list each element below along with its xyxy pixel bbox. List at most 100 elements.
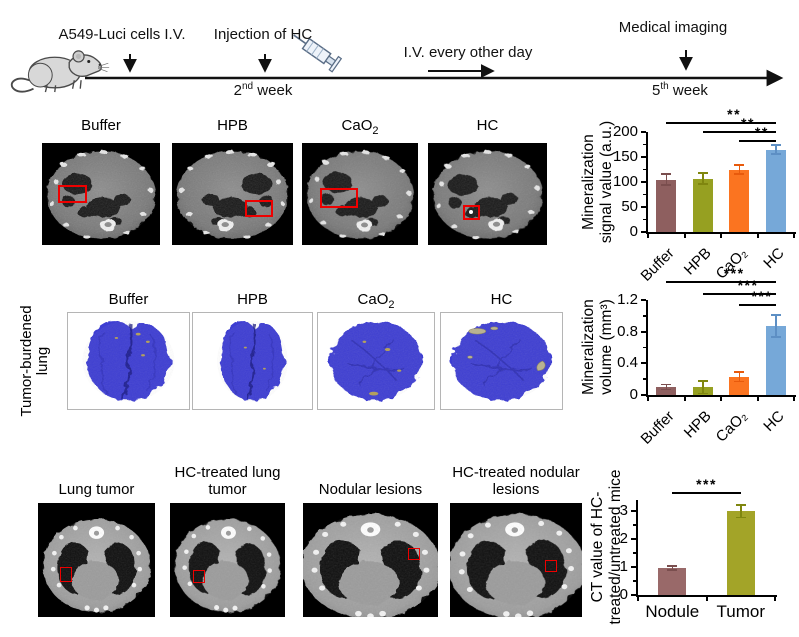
y-axis-line xyxy=(646,300,648,397)
y-tick xyxy=(631,510,636,513)
y-minor-tick xyxy=(643,315,646,317)
timeline-week5-label: 5th week xyxy=(630,81,730,99)
significance-line xyxy=(739,140,776,142)
y-minor-tick xyxy=(633,552,636,554)
y-minor-tick xyxy=(633,580,636,582)
ct-image-hc xyxy=(428,143,547,245)
significance-line xyxy=(666,281,776,283)
x-tick xyxy=(647,234,649,238)
error-bar-cap xyxy=(667,565,678,567)
error-bar xyxy=(702,173,704,184)
bar xyxy=(692,178,713,232)
week2-number: 2 xyxy=(233,82,242,99)
chart-ct-value: CT value of HC- treated/untreated mice 0… xyxy=(589,440,799,637)
y-axis-line xyxy=(636,500,638,597)
significance-stars: *** xyxy=(751,288,773,304)
error-bar xyxy=(740,505,742,518)
timeline-label-injection: Injection of HC xyxy=(213,26,313,43)
lung-group-label-hpb: HPB xyxy=(237,291,268,308)
error-bar-cap xyxy=(770,336,781,338)
y-tick xyxy=(631,566,636,569)
bar xyxy=(656,179,677,232)
week5-word: week xyxy=(672,82,708,99)
significance-line xyxy=(666,122,776,124)
roi-box xyxy=(545,560,557,572)
bottom-label-nodular: Nodular lesions xyxy=(318,481,423,498)
error-bar-cap xyxy=(697,392,708,395)
lung-render-hc xyxy=(440,312,563,410)
error-bar xyxy=(775,145,777,154)
error-bar-cap xyxy=(734,380,745,383)
bar xyxy=(726,511,755,595)
y-tick xyxy=(641,206,646,208)
y-tick xyxy=(641,156,646,158)
ct-image-buffer xyxy=(42,143,160,245)
error-bar-cap xyxy=(667,569,678,571)
y-tick-label: 1.2 xyxy=(617,291,638,308)
significance-stars: ** xyxy=(741,115,755,131)
y-tick xyxy=(641,330,646,333)
event-arrows xyxy=(123,50,693,78)
roi-box xyxy=(193,570,205,583)
bottom-label-hc-nodular: HC-treated nodular lesions xyxy=(452,464,580,498)
significance-line xyxy=(739,304,776,306)
lung-render-hpb xyxy=(192,312,313,410)
y-tick-label: 0.8 xyxy=(617,322,638,340)
week2-ordinal: nd xyxy=(242,81,254,92)
error-bar xyxy=(702,380,704,394)
x-tick xyxy=(793,397,795,401)
roi-box xyxy=(320,188,358,208)
y-axis-line xyxy=(646,132,648,234)
lung-render-buffer xyxy=(67,312,190,410)
x-axis-line xyxy=(646,395,796,397)
x-tick xyxy=(720,234,722,238)
y-tick xyxy=(641,181,646,183)
y-tick-label: 0 xyxy=(619,586,628,603)
bar xyxy=(656,387,677,395)
error-bar xyxy=(775,315,777,338)
y-minor-tick xyxy=(643,143,646,146)
error-bar xyxy=(671,565,673,570)
y-tick-label: 1 xyxy=(619,558,628,576)
y-tick xyxy=(631,538,636,541)
y-tick-label: 0 xyxy=(629,386,638,403)
bottom-label-hc-lung-tumor: HC-treated lung tumor xyxy=(174,464,281,498)
error-bar-cap xyxy=(661,184,672,186)
significance-stars: *** xyxy=(696,476,717,492)
error-bar-cap xyxy=(770,153,781,155)
timeline-label-iv: I.V. every other day xyxy=(403,44,533,61)
x-tick xyxy=(705,597,708,601)
error-bar xyxy=(738,372,740,382)
category-label: Nodule xyxy=(645,602,700,621)
error-bar-cap xyxy=(697,380,708,382)
roi-box xyxy=(245,200,273,217)
lung-group-label-hc: HC xyxy=(490,291,513,308)
error-bar-cap xyxy=(734,164,745,166)
chart-mineral-volume: Mineralization volume (mm³) 0 0.4 0.8 1.2 Bu… xyxy=(572,265,799,450)
timeline-label-cells: A549-Luci cells I.V. xyxy=(58,26,186,43)
error-bar-cap xyxy=(697,183,708,185)
error-bar xyxy=(665,384,667,390)
y-minor-tick xyxy=(643,218,646,221)
x-tick xyxy=(683,397,686,401)
x-tick xyxy=(756,234,759,238)
y-minor-tick xyxy=(643,168,646,171)
y-minor-tick xyxy=(643,346,646,349)
significance-line xyxy=(702,131,776,133)
error-bar-cap xyxy=(770,314,781,316)
x-tick xyxy=(637,597,639,601)
week2-word: week xyxy=(257,82,293,99)
chart-mineral-signal: Mineralization signal value (a.u.) 0 50 10… xyxy=(572,106,799,285)
y-axis-title: Mineralization volume (mm³) xyxy=(580,299,615,395)
error-bar-cap xyxy=(735,504,746,506)
significance-stars: *** xyxy=(723,265,745,281)
ct-group-label-hpb: HPB xyxy=(217,117,248,134)
syringe-icon xyxy=(293,34,343,73)
y-tick xyxy=(641,131,646,133)
x-tick xyxy=(774,597,776,601)
ct-comparison-row: Buffer HPB CaO2 HC xyxy=(0,112,570,252)
bar xyxy=(765,149,786,232)
roi-box xyxy=(408,548,420,560)
timeline-label-imaging: Medical imaging xyxy=(618,19,728,36)
timeline-graphic xyxy=(10,34,784,93)
